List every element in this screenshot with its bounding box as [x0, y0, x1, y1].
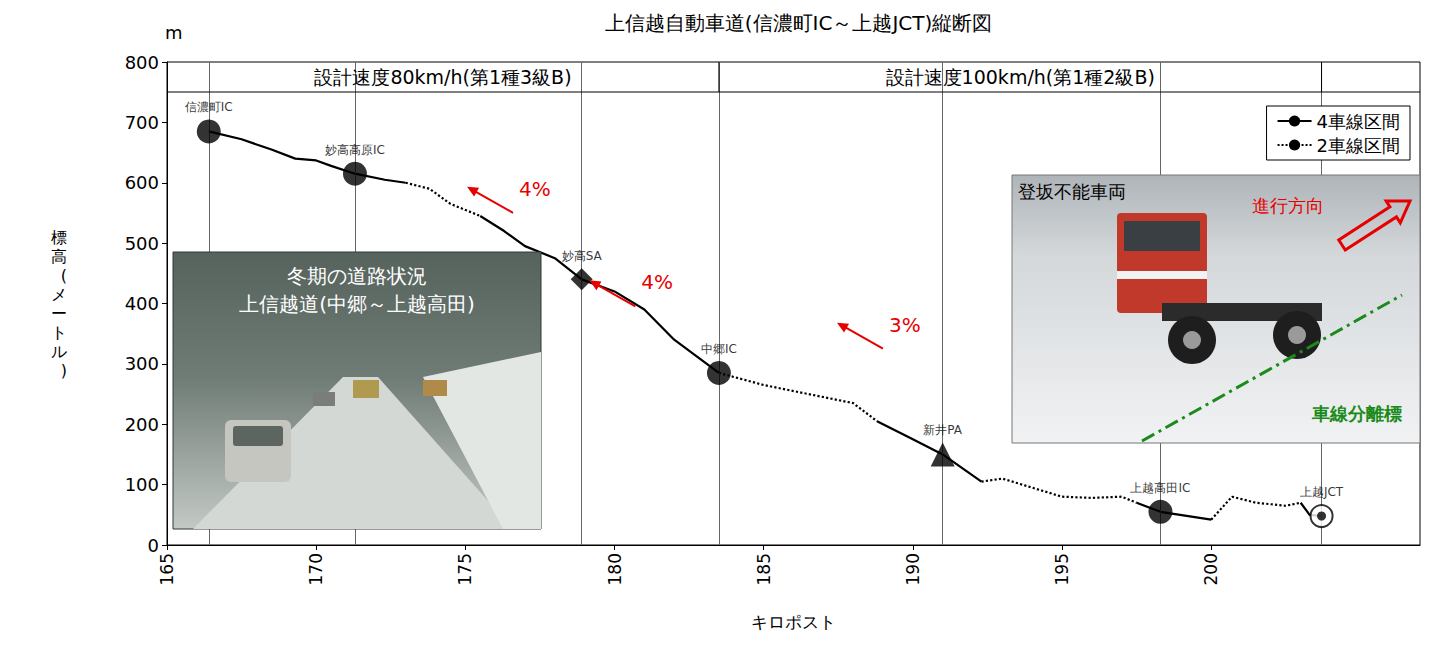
svg-text:600: 600: [125, 172, 159, 193]
svg-text:2車線区間: 2車線区間: [1317, 135, 1400, 156]
svg-text:0: 0: [148, 535, 159, 556]
svg-text:妙高SA: 妙高SA: [562, 249, 603, 263]
svg-text:上越JCT: 上越JCT: [1300, 485, 1344, 499]
svg-text:標: 標: [51, 228, 67, 247]
svg-text:(: (: [61, 266, 67, 285]
svg-text:500: 500: [125, 233, 159, 254]
svg-text:700: 700: [125, 112, 159, 133]
svg-text:400: 400: [125, 293, 159, 314]
svg-text:300: 300: [125, 353, 159, 374]
svg-text:4%: 4%: [641, 270, 673, 294]
svg-text:195: 195: [1052, 553, 1072, 585]
svg-text:冬期の道路状況: 冬期の道路状況: [287, 264, 427, 288]
svg-text:上信越道(中郷～上越高田): 上信越道(中郷～上越高田): [239, 292, 475, 316]
svg-text:4車線区間: 4車線区間: [1317, 111, 1400, 132]
svg-text:新井PA: 新井PA: [923, 423, 962, 437]
svg-text:m: m: [165, 22, 183, 43]
svg-text:170: 170: [306, 553, 326, 585]
svg-text:キロポスト: キロポスト: [751, 612, 836, 632]
svg-text:200: 200: [125, 414, 159, 435]
svg-text:登坂不能車両: 登坂不能車両: [1018, 181, 1126, 202]
svg-text:高: 高: [51, 247, 67, 266]
svg-text:設計速度100km/h(第1種2級B): 設計速度100km/h(第1種2級B): [886, 66, 1155, 88]
svg-text:信濃町IC: 信濃町IC: [185, 100, 233, 114]
svg-text:200: 200: [1201, 553, 1221, 585]
svg-text:メ: メ: [51, 285, 67, 304]
svg-text:180: 180: [605, 553, 625, 585]
svg-text:妙高高原IC: 妙高高原IC: [325, 143, 385, 157]
svg-text:165: 165: [157, 553, 177, 585]
svg-text:185: 185: [754, 553, 774, 585]
svg-text:ル: ル: [51, 342, 67, 361]
svg-text:3%: 3%: [889, 313, 921, 337]
svg-text:上信越自動車道(信濃町IC～上越JCT)縦断図: 上信越自動車道(信濃町IC～上越JCT)縦断図: [605, 11, 993, 35]
svg-text:車線分離標: 車線分離標: [1311, 403, 1402, 424]
svg-text:): ): [61, 361, 67, 380]
svg-text:4%: 4%: [519, 177, 551, 201]
svg-text:中郷IC: 中郷IC: [701, 342, 737, 356]
svg-text:100: 100: [125, 474, 159, 495]
svg-text:設計速度80km/h(第1種3級B): 設計速度80km/h(第1種3級B): [314, 66, 571, 88]
svg-text:800: 800: [125, 52, 159, 73]
svg-text:進行方向: 進行方向: [1252, 195, 1324, 216]
svg-text:上越高田IC: 上越高田IC: [1130, 481, 1190, 495]
svg-text:190: 190: [903, 553, 923, 585]
svg-text:175: 175: [455, 553, 475, 585]
svg-text:ー: ー: [51, 304, 67, 323]
svg-text:ト: ト: [51, 323, 67, 342]
